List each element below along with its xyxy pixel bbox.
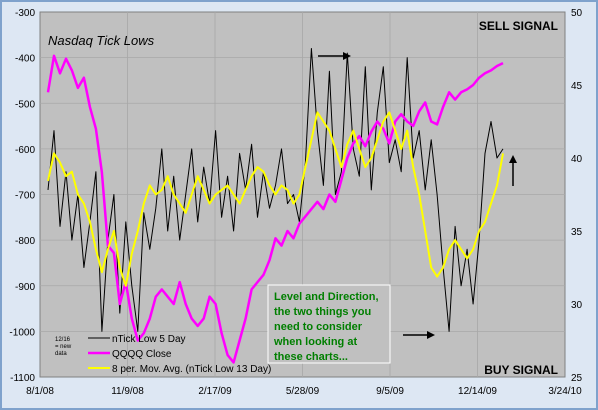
- arrow-right-bottom: [403, 331, 435, 339]
- y-right-tick-label: 40: [571, 154, 583, 165]
- legend-label-qqqq: QQQQ Close: [112, 349, 172, 360]
- legend: nTick Low 5 Day QQQQ Close 8 per. Mov. A…: [88, 334, 271, 375]
- annotation-line: when looking at: [273, 336, 357, 348]
- x-tick-label: 3/24/10: [548, 386, 582, 397]
- x-tick-label: 2/17/09: [198, 386, 232, 397]
- y-left-tick-label: -300: [15, 8, 35, 19]
- y-left-tick-label: -700: [15, 191, 35, 202]
- y-left-tick-label: -1000: [9, 327, 35, 338]
- tick-labels: -300 -400 -500 -600 -700 -800 -900 -1000 -1100 50…: [9, 8, 582, 397]
- y-right-tick-label: 35: [571, 227, 583, 238]
- y-left-tick-label: -500: [15, 99, 35, 110]
- annotation-line: need to consider: [274, 321, 363, 333]
- series-line-qqqq: [46, 54, 504, 364]
- arrow-right-top: [318, 52, 351, 60]
- y-right-tick-label: 30: [571, 300, 583, 311]
- x-tick-label: 8/1/08: [26, 386, 54, 397]
- y-left-tick-label: -800: [15, 236, 35, 247]
- y-right-tick-label: 25: [571, 373, 583, 384]
- y-left-tick-label: -900: [15, 282, 35, 293]
- y-right-tick-label: 45: [571, 81, 583, 92]
- note-line: 12/16: [55, 337, 71, 343]
- annotation-text: Level and Direction, the two things you ne…: [273, 291, 379, 363]
- annotation-line: the two things you: [274, 306, 371, 318]
- note-line: = new: [55, 344, 72, 350]
- x-tick-label: 11/9/08: [111, 386, 144, 397]
- x-tick-label: 12/14/09: [458, 386, 497, 397]
- annotation-line: Level and Direction,: [274, 291, 379, 303]
- sell-signal-label: SELL SIGNAL: [479, 19, 558, 33]
- chart-title: Nasdaq Tick Lows: [48, 33, 155, 48]
- series-layer: [46, 48, 504, 364]
- series-line-ma: [47, 111, 504, 287]
- annotation-line: these charts...: [274, 351, 348, 363]
- note-line: data: [55, 351, 67, 357]
- y-left-tick-label: -1100: [10, 373, 35, 384]
- legend-label-ntick: nTick Low 5 Day: [112, 334, 186, 345]
- arrows: [318, 52, 517, 339]
- annotation-box: [267, 284, 391, 364]
- arrow-up: [509, 155, 517, 186]
- y-left-tick-label: -600: [15, 145, 35, 156]
- y-right-tick-label: 50: [571, 8, 583, 19]
- x-tick-label: 9/5/09: [376, 386, 404, 397]
- y-left-tick-label: -400: [15, 54, 35, 65]
- x-tick-label: 5/28/09: [286, 386, 320, 397]
- series-line-ntick: [47, 48, 504, 332]
- legend-label-ma: 8 per. Mov. Avg. (nTick Low 13 Day): [112, 364, 271, 375]
- buy-signal-label: BUY SIGNAL: [484, 363, 558, 377]
